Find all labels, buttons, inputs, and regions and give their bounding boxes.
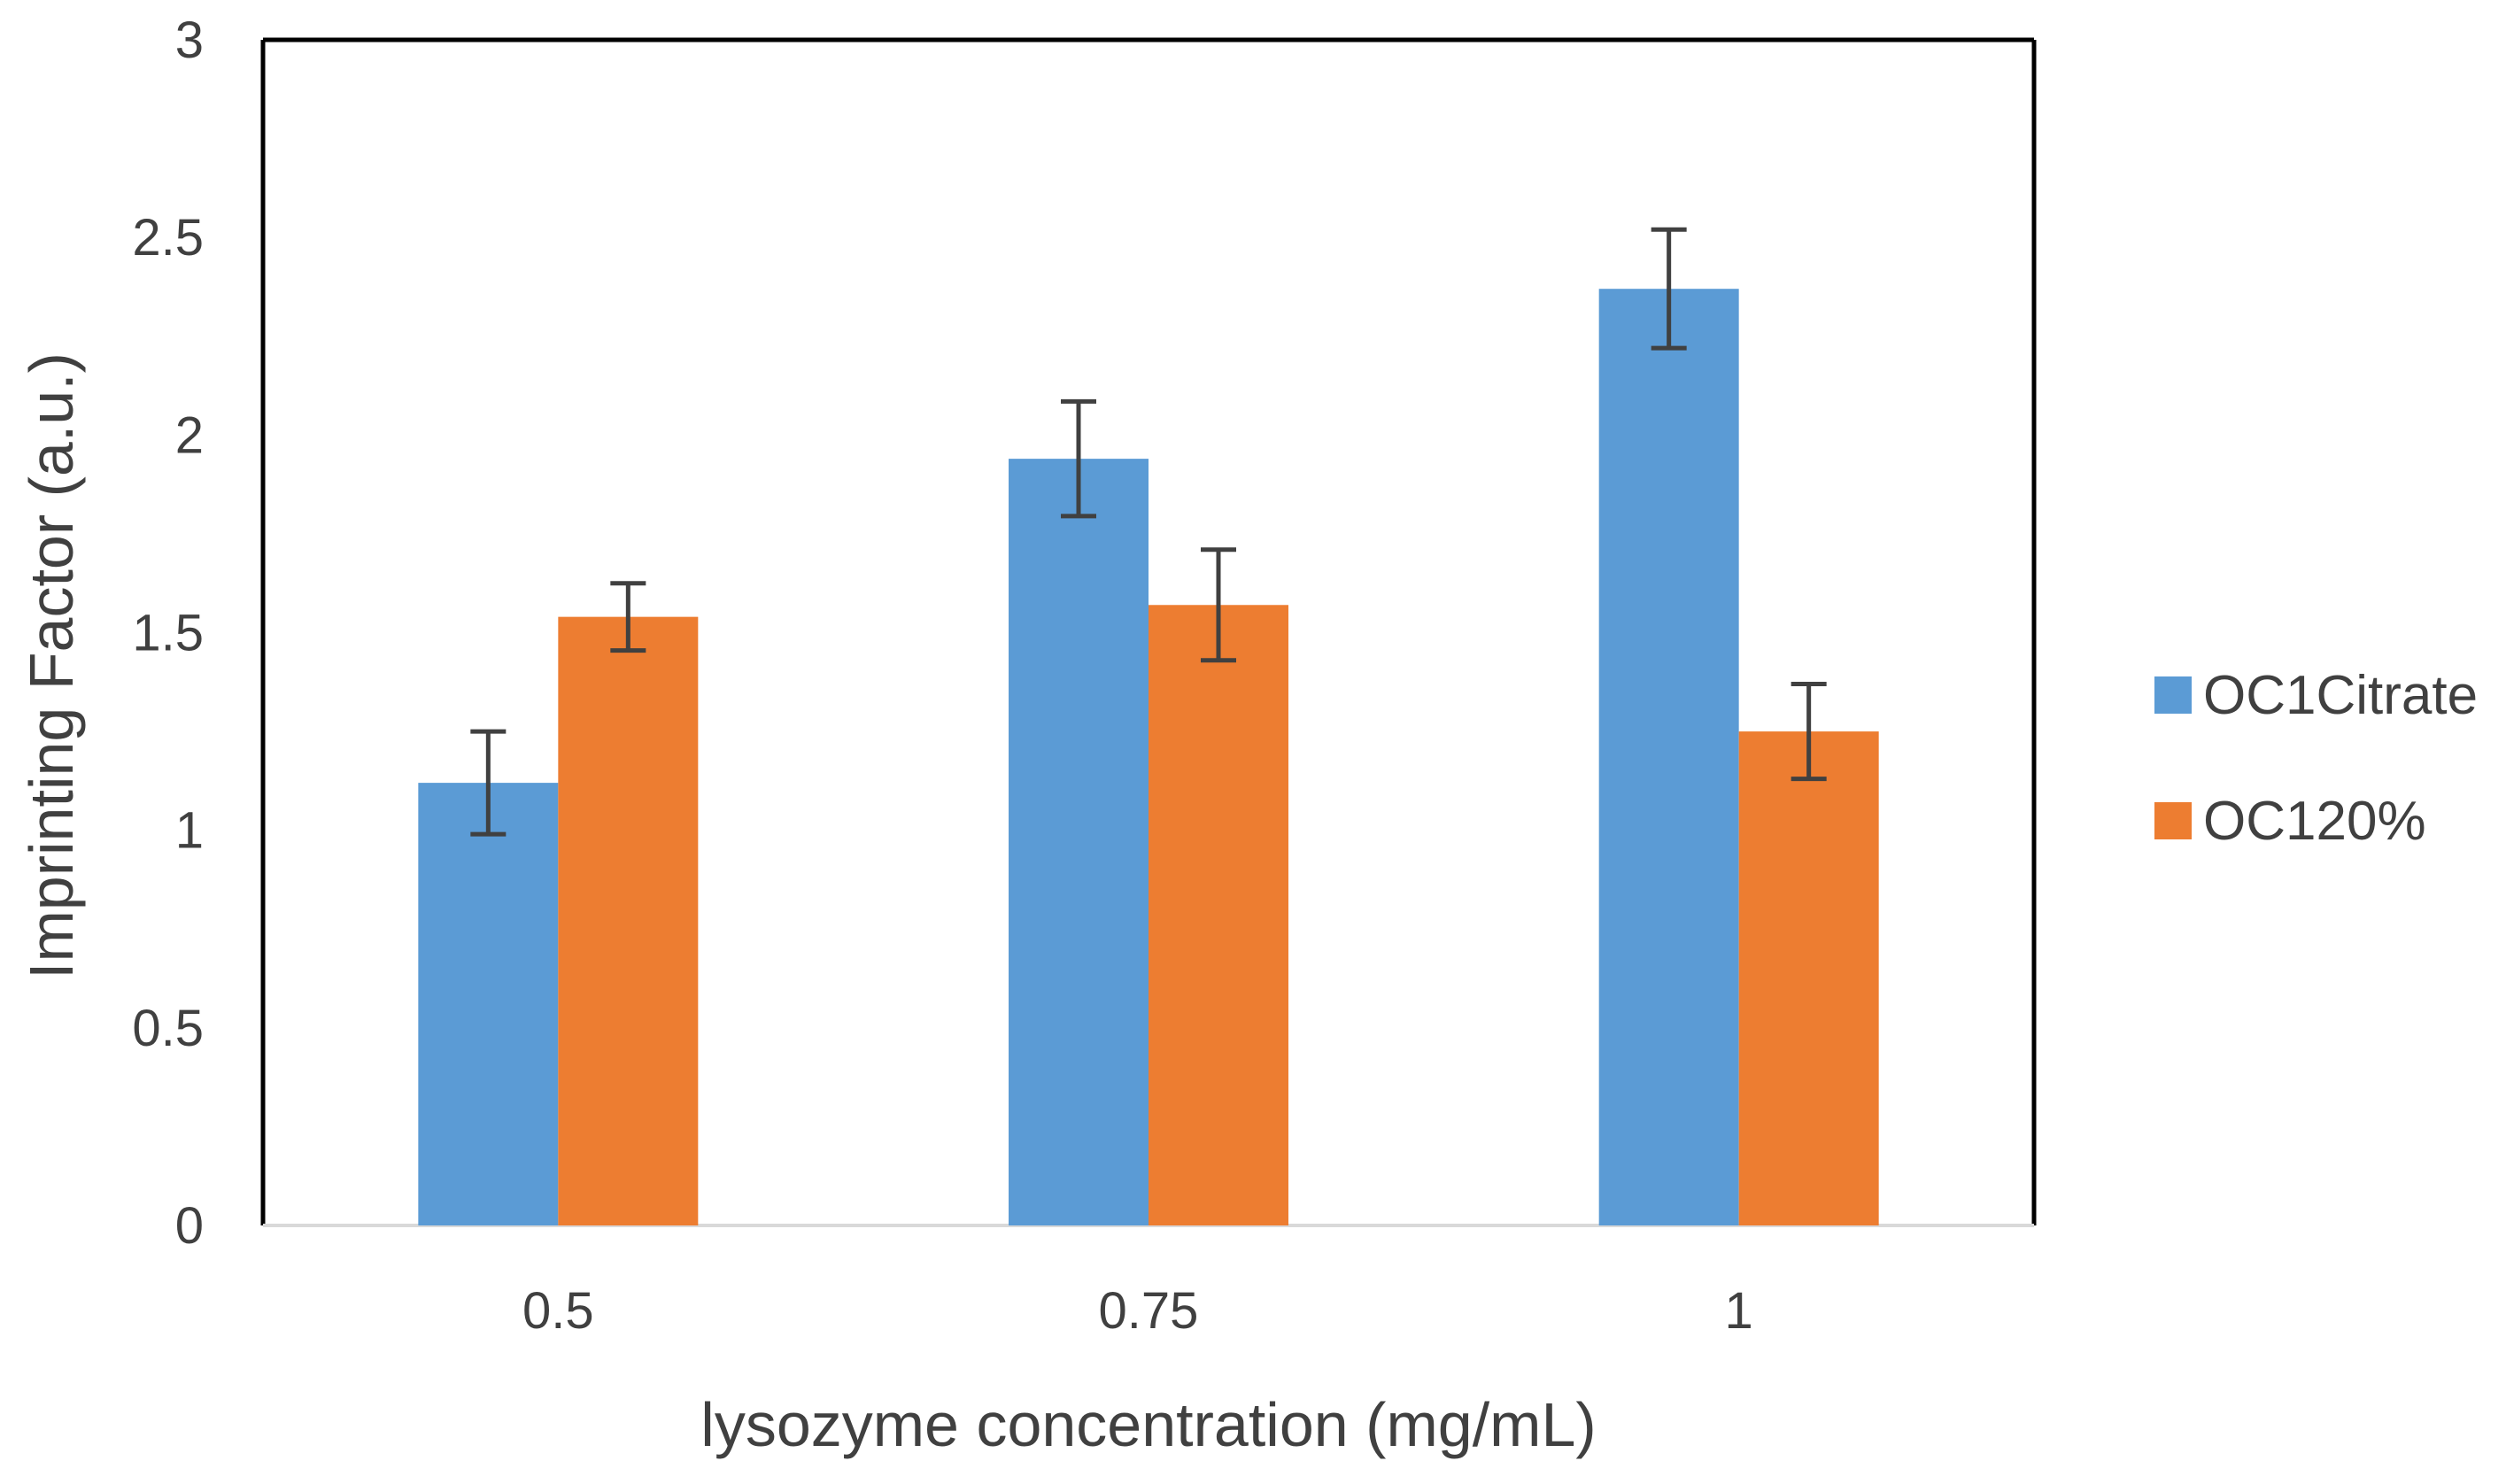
x-tick-label: 1 [1725, 1282, 1753, 1340]
legend-swatch [2154, 676, 2192, 714]
x-tick-label: 0.75 [1099, 1282, 1199, 1340]
y-axis-ticks: 0 0.5 1 1.5 2 2.5 3 [132, 12, 204, 1255]
x-axis-ticks: 0.5 0.75 1 [522, 1282, 1753, 1340]
y-tick-label: 0.5 [132, 1000, 204, 1057]
error-bar [1791, 682, 1827, 782]
error-bar [610, 581, 646, 653]
bar-oc120--0_75 [1149, 605, 1288, 1225]
error-bar [470, 729, 507, 837]
y-tick-label: 3 [175, 12, 204, 69]
y-axis-title: Imprinting Factor (a.u.) [17, 352, 86, 979]
error-bars [470, 227, 1827, 837]
y-tick-label: 1 [175, 802, 204, 860]
bar-oc1citrate-0_75 [1009, 459, 1149, 1225]
legend-label: OC1Citrate [2203, 665, 2478, 726]
bar-oc1citrate-1 [1598, 289, 1739, 1226]
y-tick-label: 0 [175, 1197, 204, 1255]
legend-label: OC120% [2203, 791, 2426, 852]
x-axis-title: lysozyme concentration (mg/mL) [700, 1390, 1596, 1459]
y-tick-label: 2.5 [132, 209, 204, 267]
bars [418, 289, 1879, 1226]
legend-item: OC120% [2154, 791, 2426, 852]
y-tick-label: 1.5 [132, 605, 204, 662]
bar-oc1citrate-0_5 [418, 783, 559, 1225]
legend: OC1Citrate OC120% [2154, 665, 2478, 852]
error-bar [1061, 398, 1096, 519]
bar-oc120--0_5 [558, 616, 699, 1225]
error-bar [1201, 547, 1236, 663]
x-tick-label: 0.5 [522, 1282, 594, 1340]
legend-item: OC1Citrate [2154, 665, 2478, 726]
bar-oc120--1 [1738, 731, 1879, 1225]
y-tick-label: 2 [175, 406, 204, 464]
error-bar [1651, 227, 1687, 351]
legend-swatch [2154, 802, 2192, 839]
